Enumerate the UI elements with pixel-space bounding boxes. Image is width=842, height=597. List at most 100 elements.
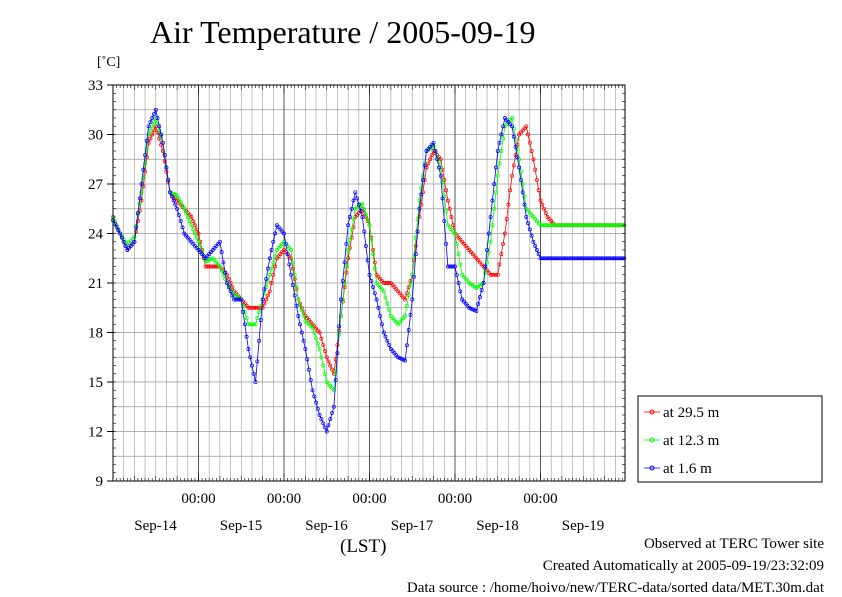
data-point: [401, 357, 406, 362]
data-point: [289, 248, 294, 252]
data-point: [290, 266, 295, 271]
data-point: [435, 157, 440, 162]
data-point: [323, 349, 327, 354]
data-point: [273, 231, 278, 236]
data-point: [518, 177, 523, 182]
data-point: [237, 297, 242, 302]
data-point: [431, 140, 436, 145]
legend-label: at 12.3 m: [663, 433, 720, 449]
data-point: [134, 225, 139, 230]
data-point: [538, 223, 543, 228]
data-point: [267, 289, 272, 294]
data-point: [315, 406, 320, 411]
data-point: [584, 223, 589, 228]
data-point: [371, 285, 376, 290]
data-point: [613, 223, 618, 228]
data-point: [593, 256, 598, 261]
x-date-label: Sep-17: [391, 518, 434, 534]
data-point: [363, 212, 368, 217]
series-line: [112, 125, 625, 376]
data-point: [146, 132, 151, 137]
data-point: [342, 260, 347, 265]
data-point: [314, 400, 319, 405]
data-point: [178, 219, 183, 224]
data-point: [292, 293, 297, 298]
data-point: [547, 223, 552, 228]
data-point: [593, 223, 598, 228]
data-point: [264, 297, 269, 302]
data-point: [615, 223, 620, 228]
data-point: [408, 283, 413, 288]
data-point: [358, 208, 363, 213]
y-tick-label: 24: [88, 227, 104, 243]
data-point: [283, 241, 288, 246]
data-point: [488, 215, 493, 219]
data-point: [290, 283, 295, 288]
data-point: [217, 239, 222, 244]
data-point: [196, 231, 201, 236]
data-point: [331, 404, 336, 409]
data-point: [381, 330, 386, 335]
data-point: [458, 289, 463, 294]
data-point: [433, 149, 438, 153]
data-point: [246, 347, 251, 351]
data-point: [191, 227, 196, 232]
data-point: [232, 297, 237, 302]
data-point: [529, 233, 534, 238]
data-point: [223, 276, 228, 281]
data-point: [244, 334, 249, 339]
data-point: [565, 223, 570, 228]
data-point: [558, 223, 563, 228]
data-point: [267, 272, 272, 277]
x-date-label: Sep-19: [562, 518, 605, 534]
data-point: [563, 223, 568, 228]
x-date-label: Sep-18: [476, 518, 519, 534]
data-point: [563, 256, 568, 261]
data-point: [139, 182, 144, 186]
data-point: [262, 291, 267, 296]
data-point: [253, 305, 258, 310]
data-point: [267, 256, 272, 261]
data-point: [355, 196, 359, 201]
data-point: [456, 252, 461, 257]
data-point: [155, 116, 160, 120]
data-point: [574, 256, 579, 261]
data-point: [531, 157, 536, 162]
data-point: [479, 288, 484, 292]
data-point: [527, 227, 532, 232]
data-point: [369, 278, 374, 283]
data-point: [226, 285, 231, 290]
x-date-label: Sep-14: [134, 518, 177, 534]
data-point: [152, 128, 156, 133]
data-point: [150, 132, 155, 137]
data-point: [194, 235, 199, 240]
data-point: [135, 210, 140, 215]
data-point: [205, 264, 210, 269]
data-point: [483, 264, 488, 269]
data-point: [367, 272, 372, 277]
data-point: [604, 223, 609, 228]
data-point: [536, 252, 541, 257]
data-point: [271, 239, 276, 244]
data-point: [203, 264, 208, 269]
data-point: [385, 301, 390, 306]
data-point: [481, 281, 486, 285]
data-point: [456, 281, 461, 285]
data-point: [349, 227, 354, 232]
data-point: [488, 272, 493, 277]
data-point: [454, 241, 459, 246]
data-point: [360, 201, 365, 206]
data-point: [545, 223, 550, 228]
data-point: [533, 243, 538, 248]
data-point: [321, 342, 326, 347]
data-point: [328, 363, 333, 368]
data-point: [520, 190, 525, 195]
data-point: [298, 322, 302, 327]
data-point: [483, 270, 488, 275]
y-tick-label: 30: [88, 128, 103, 144]
data-point: [337, 332, 342, 337]
data-point: [606, 256, 611, 261]
data-point: [533, 167, 538, 172]
data-point: [335, 342, 340, 347]
data-point: [249, 363, 254, 368]
